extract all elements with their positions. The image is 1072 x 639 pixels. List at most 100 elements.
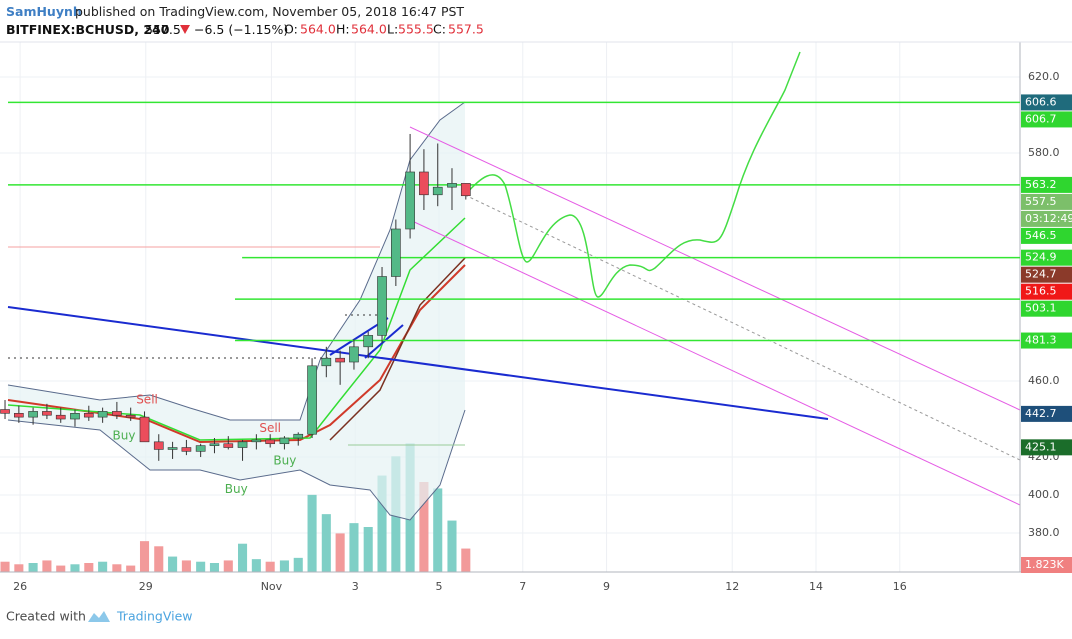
signal-label: Sell — [136, 393, 158, 407]
x-tick-label: 14 — [809, 580, 823, 593]
signal-label: Buy — [113, 429, 136, 443]
volume-label: 1.823K — [1025, 558, 1064, 571]
signal-label: Buy — [273, 453, 296, 467]
x-tick-label: 3 — [352, 580, 359, 593]
ohlc-value: 557.5 — [448, 22, 484, 37]
volume-bar — [265, 561, 275, 572]
candle-body — [181, 447, 192, 452]
volume-bar — [223, 560, 233, 572]
volume-bar — [307, 494, 317, 572]
volume-bar — [14, 564, 24, 572]
volume-bar — [419, 482, 429, 572]
price-label-box — [1021, 210, 1072, 227]
signal-label: Sell — [259, 421, 281, 435]
ohlc-key: C: — [433, 22, 446, 37]
price-label-box — [1021, 227, 1072, 244]
candle-body — [0, 409, 10, 414]
price-label: 606.6 — [1025, 95, 1057, 108]
volume-bar — [42, 560, 52, 572]
candle-body — [14, 413, 24, 418]
candle-body — [460, 183, 471, 197]
price-label-box — [1021, 111, 1072, 128]
candle-body — [125, 414, 136, 418]
price-label: 557.5 — [1025, 195, 1057, 208]
price-label: 425.1 — [1025, 440, 1057, 453]
price-label: 516.5 — [1025, 285, 1057, 298]
volume-bar — [56, 565, 66, 572]
candle-body — [55, 414, 66, 420]
x-tick-label: 16 — [893, 580, 907, 593]
candle-body — [293, 433, 304, 439]
y-tick-label: 620.0 — [1028, 70, 1060, 83]
channel-mid — [464, 194, 1021, 461]
volume-bar — [363, 527, 373, 572]
candle-body — [153, 441, 164, 450]
price-label: 563.2 — [1025, 178, 1057, 191]
candle-body — [83, 413, 94, 418]
y-tick-label: 400.0 — [1028, 488, 1060, 501]
candle-body — [391, 228, 401, 277]
volume-bar — [433, 488, 443, 572]
price-label: 606.7 — [1025, 112, 1057, 125]
ohlc-key: O: — [284, 22, 298, 37]
published: published on TradingView.com, November 0… — [75, 4, 464, 19]
price-label-box — [1021, 94, 1072, 111]
symbol-line: BITFINEX:BCHUSD, 240 557.5 −6.5 (−1.15%) — [6, 22, 288, 37]
volume-bar — [293, 557, 303, 572]
grid — [0, 42, 1020, 572]
volume-label-box — [1021, 557, 1072, 573]
ohlc: O: 564.0 H: 564.0 L: 555.5 C: 557.5 — [284, 22, 484, 37]
price-label: 524.9 — [1025, 251, 1057, 264]
ma-dark — [329, 257, 466, 441]
price-label-box — [1021, 405, 1072, 422]
projection — [464, 51, 801, 298]
ohlc-key: H: — [336, 22, 350, 37]
x-tick-label: 5 — [435, 580, 442, 593]
price-label-box — [1021, 176, 1072, 193]
volume-bar — [126, 565, 136, 572]
price-label: 503.1 — [1025, 302, 1057, 315]
candle-body — [42, 411, 52, 416]
volume-bar — [349, 523, 359, 572]
channel-line — [409, 126, 1021, 411]
candle-body — [279, 437, 290, 445]
price-label: 442.7 — [1025, 407, 1057, 420]
x-tick-label: Nov — [261, 580, 283, 593]
bollinger-lower — [7, 409, 466, 521]
ohlc-value: 555.5 — [398, 22, 434, 37]
candle-body — [432, 186, 443, 196]
x-tick-label: 26 — [13, 580, 27, 593]
symbol: BITFINEX:BCHUSD, 240 — [6, 22, 170, 37]
channel-line — [409, 219, 1021, 506]
candle-body — [28, 411, 38, 418]
blue-trendline — [7, 306, 829, 420]
volume-bar — [321, 514, 331, 572]
candle-body — [335, 357, 345, 363]
volume-bar — [181, 560, 191, 572]
candle-body — [447, 183, 457, 188]
ma-green — [7, 217, 466, 441]
candle-body — [265, 439, 276, 445]
y-tick-label: 380.0 — [1028, 526, 1060, 539]
price-label: 524.7 — [1025, 268, 1057, 281]
volume-bar — [251, 559, 261, 572]
volume-bar — [98, 561, 108, 572]
candle-body — [405, 171, 415, 230]
brand: TradingView — [116, 609, 193, 624]
volume-bar — [168, 556, 178, 572]
drawings — [7, 51, 1021, 521]
header-line: SamHuynh published on TradingView.com, N… — [6, 4, 464, 19]
price-label-box — [1021, 193, 1072, 210]
blue-trendline — [364, 324, 404, 359]
y-tick-label: 460.0 — [1028, 374, 1060, 387]
price-label: 481.3 — [1025, 334, 1057, 347]
price-label-box — [1021, 266, 1072, 283]
candle-body — [139, 416, 150, 443]
candle-body — [321, 357, 332, 367]
change: −6.5 (−1.15%) — [194, 22, 288, 37]
author: SamHuynh — [6, 4, 82, 19]
tv-logo — [88, 611, 110, 622]
volume-bar — [196, 561, 206, 572]
volume-bar — [461, 548, 471, 572]
